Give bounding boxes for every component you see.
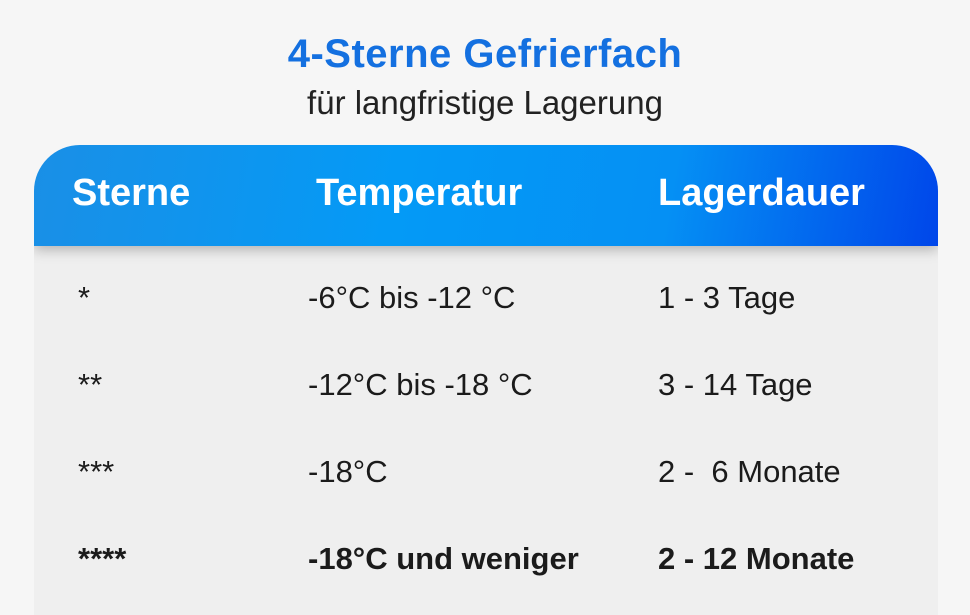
stars-cell: ** (78, 367, 103, 402)
temperature-cell: -18°C und weniger (308, 541, 579, 576)
table-row: ** -12°C bis -18 °C 3 - 14 Tage (34, 367, 938, 407)
stars-cell: * (78, 280, 91, 315)
header-temperatur: Temperatur (316, 172, 523, 214)
table-row-highlighted: **** -18°C und weniger 2 - 12 Monate (34, 541, 938, 581)
duration-cell: 2 - 12 Monate (658, 541, 855, 576)
stars-cell: *** (78, 454, 115, 489)
temperature-cell: -6°C bis -12 °C (308, 280, 516, 315)
header-lagerdauer: Lagerdauer (658, 172, 865, 214)
freezer-star-table: Sterne Temperatur Lagerdauer * -6°C bis … (34, 145, 938, 615)
table-row: * -6°C bis -12 °C 1 - 3 Tage (34, 280, 938, 320)
header-sterne: Sterne (72, 172, 191, 214)
page-subtitle: für langfristige Lagerung (307, 84, 663, 121)
duration-cell: 2 - 6 Monate (658, 454, 841, 489)
table-header: Sterne Temperatur Lagerdauer (34, 145, 938, 246)
duration-cell: 1 - 3 Tage (658, 280, 796, 315)
stars-cell: **** (78, 541, 127, 576)
temperature-cell: -18°C (308, 454, 388, 489)
temperature-cell: -12°C bis -18 °C (308, 367, 533, 402)
duration-cell: 3 - 14 Tage (658, 367, 813, 402)
table-row: *** -18°C 2 - 6 Monate (34, 454, 938, 494)
page-title: 4-Sterne Gefrierfach (287, 32, 683, 76)
